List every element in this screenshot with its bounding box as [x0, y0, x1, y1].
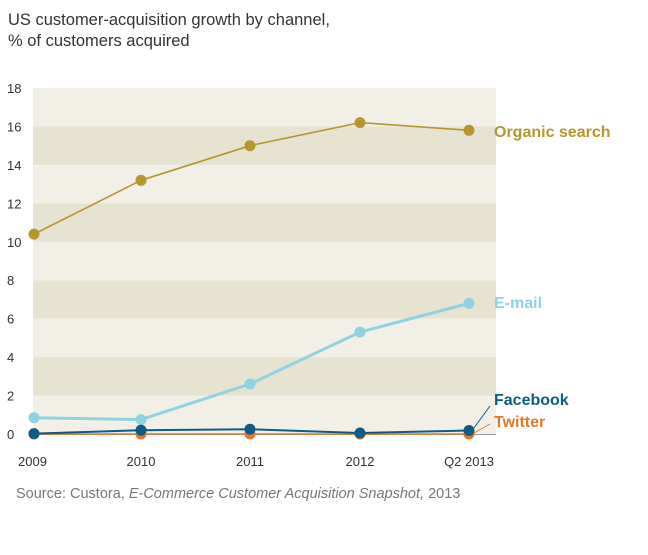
y-tick-label: 14 [7, 158, 21, 173]
organic-search-label: Organic search [494, 124, 611, 141]
x-tick-label: 2009 [18, 454, 47, 469]
y-tick-label: 6 [7, 312, 14, 327]
facebook-point [354, 427, 366, 439]
y-tick-label: 8 [7, 273, 14, 288]
chart-title: US customer-acquisition growth by channe… [8, 10, 330, 52]
title-line-1: US customer-acquisition growth by channe… [8, 11, 330, 29]
x-tick-label: 2011 [236, 454, 264, 469]
facebook-label: Facebook [494, 392, 569, 409]
band-6-8 [33, 280, 496, 319]
band-0-2 [33, 395, 496, 434]
title-line-2: % of customers acquired [8, 32, 190, 50]
facebook-leader-line [473, 405, 491, 429]
x-tick-label: Q2 2013 [444, 454, 494, 469]
y-axis-ticks: 0 2 4 6 8 10 12 14 16 18 [7, 81, 21, 442]
y-tick-label: 12 [7, 196, 21, 211]
band-10-12 [33, 203, 496, 242]
source-title: E-Commerce Customer Acquisition Snapshot… [128, 486, 425, 502]
y-tick-label: 10 [7, 235, 21, 250]
y-tick-label: 16 [7, 119, 21, 134]
y-tick-label: 4 [7, 350, 14, 365]
x-tick-label: 2012 [346, 454, 375, 469]
e-mail-point [463, 297, 475, 309]
facebook-point [28, 428, 40, 440]
band-12-14 [33, 164, 496, 204]
facebook-point [463, 425, 475, 436]
organic-search-point [135, 174, 147, 186]
band-4-6 [33, 318, 496, 358]
twitter-label: Twitter [494, 414, 545, 431]
y-tick-label: 18 [7, 81, 21, 96]
e-mail-point [354, 326, 366, 338]
organic-search-point [354, 117, 366, 129]
y-tick-label: 2 [7, 389, 14, 404]
band-14-16 [33, 126, 496, 165]
band-16-18 [33, 88, 496, 127]
e-mail-point [244, 378, 256, 390]
x-tick-label: 2010 [127, 454, 156, 469]
organic-search-point [463, 124, 475, 136]
e-mail-point [28, 412, 40, 424]
organic-search-point [244, 140, 256, 152]
background-bands [33, 88, 496, 435]
y-tick-label: 0 [7, 427, 14, 442]
series-points [28, 117, 475, 440]
organic-search-point [28, 228, 40, 240]
source-year: 2013 [424, 486, 461, 502]
facebook-point [244, 423, 256, 435]
series-labels: Organic search E-mail Facebook Twitter [473, 124, 611, 434]
source-prefix: Source: Custora, [16, 486, 129, 502]
twitter-leader-line [473, 423, 491, 434]
e-mail-label: E-mail [494, 295, 542, 312]
band-8-10 [33, 241, 496, 281]
x-axis-ticks: 2009 2010 2011 2012 Q2 2013 [18, 454, 494, 469]
e-mail-point [135, 414, 147, 426]
source-note: Source: Custora, E-Commerce Customer Acq… [16, 486, 460, 502]
facebook-point [135, 424, 147, 436]
